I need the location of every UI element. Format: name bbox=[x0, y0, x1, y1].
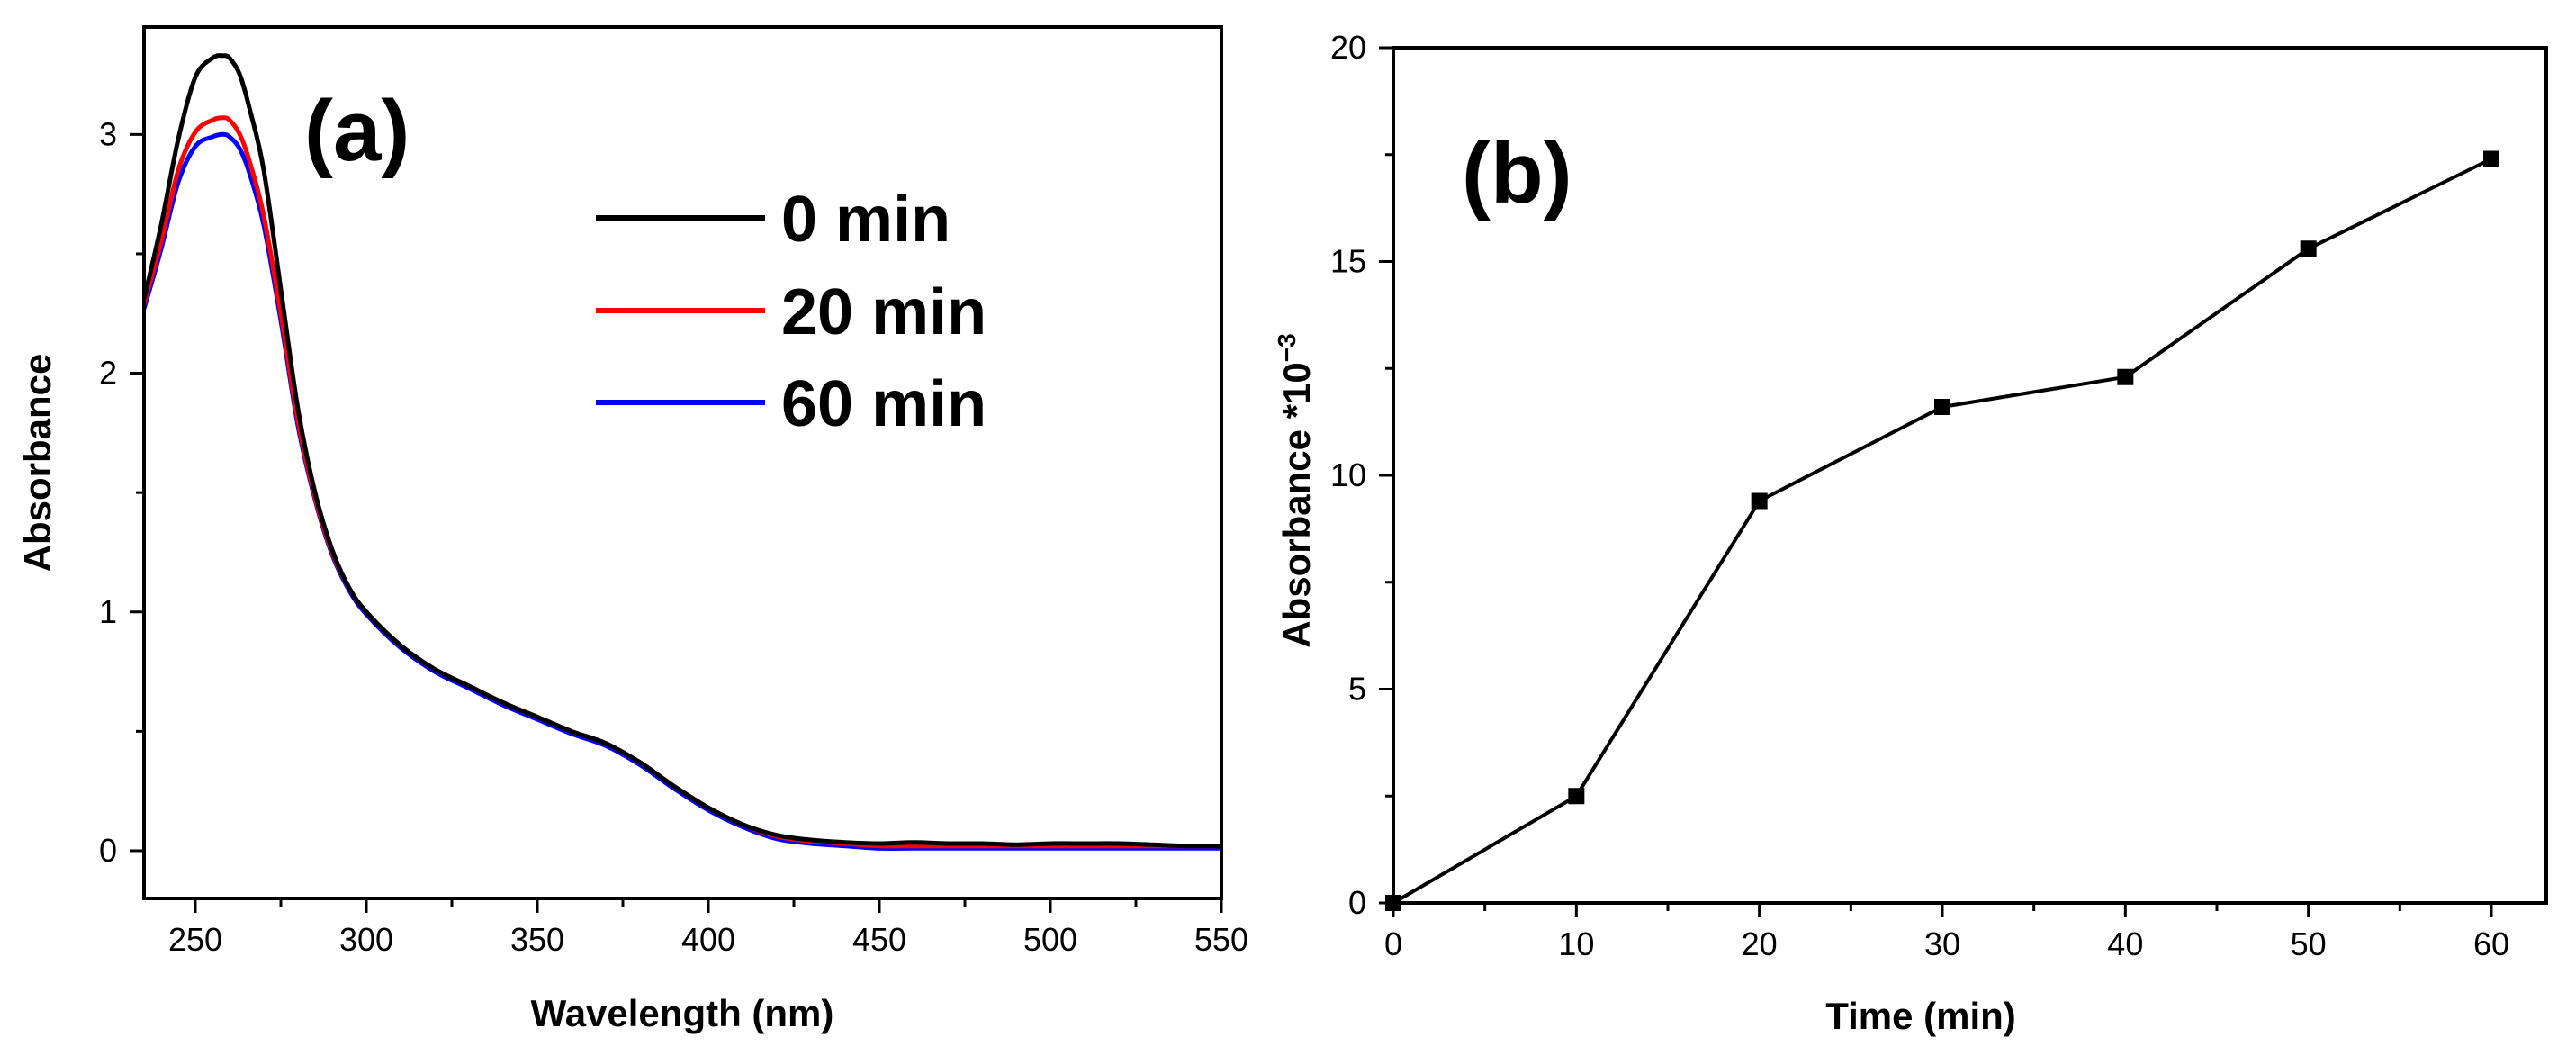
panel-b-x-axis-title: Time (min) bbox=[1825, 995, 2016, 1037]
panel-b-ticks bbox=[1379, 46, 2493, 917]
panel-a-tick-labels: 250 300 350 400 450 500 550 0 1 2 3 bbox=[99, 115, 1248, 958]
panel-b-y-axis-title: Absorbance *10−3 bbox=[1273, 333, 1318, 647]
panel-a-series-line-60-min bbox=[144, 131, 1221, 851]
panel-b-x-tick-label-50: 50 bbox=[2291, 925, 2327, 962]
panel-b-data-point-50 bbox=[2300, 240, 2317, 257]
panel-b-y-axis-title-main: Absorbance *10 bbox=[1275, 362, 1318, 647]
panel-a-x-tick-label-450: 450 bbox=[852, 921, 906, 958]
panel-a-plot-frame bbox=[142, 25, 1223, 900]
panel-a-x-axis-title: Wavelength (nm) bbox=[531, 992, 834, 1034]
panel-a-x-tick-label-400: 400 bbox=[681, 921, 735, 958]
panel-a-x-tick-label-300: 300 bbox=[339, 921, 393, 958]
panel-b-x-tick-label-20: 20 bbox=[1742, 925, 1778, 962]
panel-b-x-tick-label-10: 10 bbox=[1558, 925, 1594, 962]
panel-b-data-point-10 bbox=[1568, 788, 1585, 805]
panel-a-series-line-20-min bbox=[144, 115, 1221, 849]
panel-b-tick-labels: 0 10 20 30 40 50 60 0 5 10 15 20 bbox=[1330, 29, 2509, 962]
panel-b-x-tick-label-60: 60 bbox=[2473, 925, 2509, 962]
panel-b-y-axis-title-exponent: −3 bbox=[1273, 333, 1301, 362]
panel-b-y-tick-label-15: 15 bbox=[1330, 243, 1366, 280]
legend-label-20-min: 20 min bbox=[781, 276, 986, 348]
panel-b-x-tick-label-40: 40 bbox=[2107, 925, 2143, 962]
panel-a-x-tick-label-250: 250 bbox=[168, 921, 222, 958]
panel-a-series-group bbox=[144, 53, 1221, 851]
panel-b-data-point-60 bbox=[2483, 150, 2499, 167]
panel-a-x-tick-label-350: 350 bbox=[510, 921, 564, 958]
panel-a-series-line-0-min bbox=[144, 53, 1221, 849]
panel-a-y-tick-label-2: 2 bbox=[99, 355, 117, 392]
panel-b-x-tick-label-0: 0 bbox=[1384, 925, 1402, 962]
panel-b-series-group bbox=[1385, 150, 2499, 911]
panel-b-data-point-40 bbox=[2117, 368, 2134, 385]
panel-b-data-point-20 bbox=[1751, 492, 1768, 510]
panel-a-y-tick-label-1: 1 bbox=[99, 593, 117, 630]
panel-a-label: (a) bbox=[304, 83, 410, 179]
panel-b-y-tick-label-5: 5 bbox=[1348, 671, 1366, 708]
panel-b-data-point-30 bbox=[1934, 399, 1950, 415]
panel-b-series-line-absorbance bbox=[1393, 157, 2492, 903]
panel-b-x-tick-label-30: 30 bbox=[1924, 925, 1960, 962]
panel-a-legend: 0 min 20 min 60 min bbox=[596, 184, 986, 440]
legend-label-60-min: 60 min bbox=[781, 368, 986, 440]
panel-b-y-tick-label-0: 0 bbox=[1348, 884, 1366, 921]
panel-a-x-tick-label-500: 500 bbox=[1023, 921, 1077, 958]
panel-a-chart: 250 300 350 400 450 500 550 0 1 2 3 (a) Wavelength… bbox=[16, 25, 1248, 1034]
panel-a-y-axis-title: Absorbance bbox=[16, 354, 59, 573]
legend-label-0-min: 0 min bbox=[781, 184, 950, 256]
panel-a-x-tick-label-550: 550 bbox=[1194, 921, 1248, 958]
panel-b-y-tick-label-20: 20 bbox=[1330, 29, 1366, 66]
panel-b-label: (b) bbox=[1462, 125, 1572, 221]
panel-a-ticks bbox=[130, 132, 1223, 913]
panel-b-y-tick-label-10: 10 bbox=[1330, 456, 1366, 493]
panel-b-chart: 0 10 20 30 40 50 60 0 5 10 15 20 (b) Time (min) Abs… bbox=[1273, 29, 2548, 1037]
panel-a-y-tick-label-3: 3 bbox=[99, 115, 117, 152]
panel-a-y-tick-label-0: 0 bbox=[99, 832, 117, 869]
